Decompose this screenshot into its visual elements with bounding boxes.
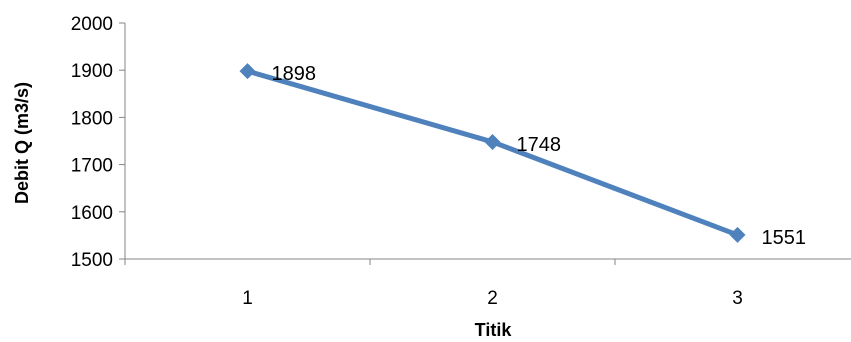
data-point-marker (729, 226, 746, 243)
y-axis-title: Debit Q (m3/s) (12, 82, 32, 204)
x-axis: 1 2 3 (124, 258, 851, 309)
series-line (245, 68, 740, 238)
y-tick-label: 1500 (71, 250, 113, 271)
y-tick-label: 2000 (71, 14, 113, 35)
data-label: 1748 (517, 134, 562, 156)
y-tick-label: 1700 (71, 156, 113, 177)
data-point-marker (484, 133, 501, 150)
data-label: 1898 (272, 63, 317, 85)
x-tick-label: 1 (242, 288, 253, 309)
data-label: 1551 (762, 227, 807, 249)
y-axis: 1500 1600 1700 1800 1900 2000 (71, 14, 126, 271)
x-tick-label: 2 (487, 288, 498, 309)
x-axis-title: Titik (475, 320, 513, 340)
y-tick-label: 1900 (71, 61, 113, 82)
y-tick-label: 1800 (71, 108, 113, 129)
y-tick-label: 1600 (71, 203, 113, 224)
x-tick-label: 3 (732, 288, 743, 309)
series-layer: 1898 1748 1551 (239, 63, 807, 249)
data-point-marker (239, 63, 256, 80)
